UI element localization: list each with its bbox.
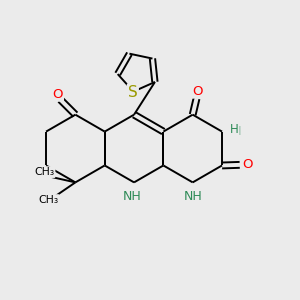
Text: O: O <box>52 88 63 100</box>
Text: NH: NH <box>184 190 203 203</box>
Text: H: H <box>190 189 199 202</box>
Text: NH: NH <box>123 190 142 203</box>
Text: H: H <box>230 123 239 136</box>
Text: S: S <box>128 85 138 100</box>
Text: H: H <box>232 124 242 137</box>
Text: O: O <box>242 158 253 171</box>
Text: CH₃: CH₃ <box>34 167 55 177</box>
Text: O: O <box>193 85 203 98</box>
Text: CH₃: CH₃ <box>38 195 58 205</box>
